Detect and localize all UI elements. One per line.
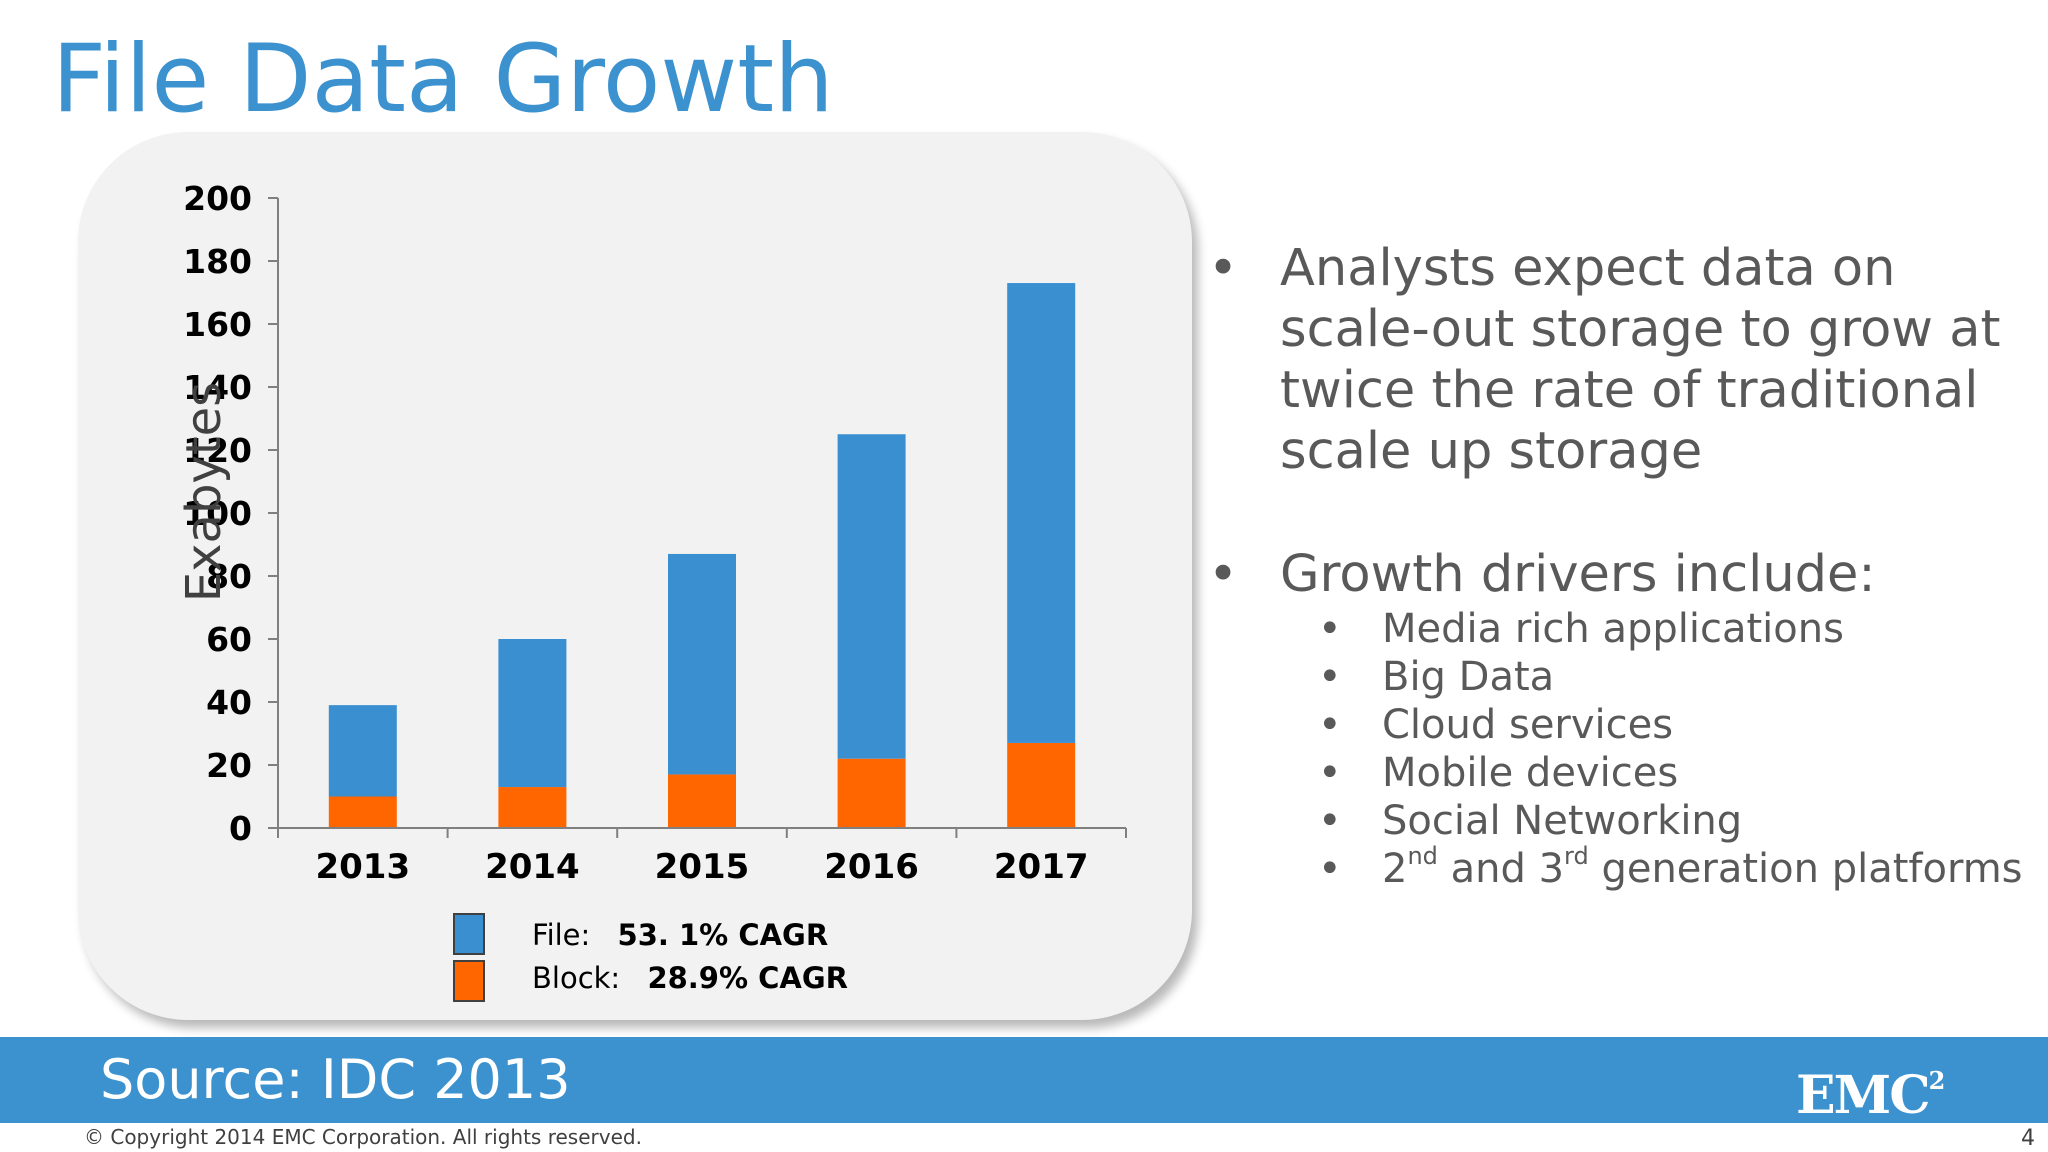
- y-tick-label: 180: [183, 242, 252, 281]
- bullet-dot-icon: •: [1318, 798, 1342, 844]
- bar-file-2016: [837, 434, 906, 759]
- source-text: Source: IDC 2013: [100, 1048, 571, 1111]
- bullet-list: • Analysts expect data on scale-out stor…: [1208, 238, 2038, 893]
- x-axis-ticks: 2013 2014 2015 2016 2017: [277, 828, 1127, 887]
- sub-bullet-item: • Social Networking: [1208, 797, 2038, 845]
- bullet-item: • Growth drivers include:: [1208, 544, 2038, 605]
- bar-block-2015: [668, 774, 736, 828]
- bullet-dot-icon: •: [1318, 606, 1342, 652]
- legend-block-label: Block:: [532, 961, 620, 995]
- x-tick-label: 2015: [655, 847, 750, 887]
- bars: [328, 283, 1076, 828]
- y-tick-label: 140: [183, 368, 252, 407]
- legend-block-text: Block: 28.9% CAGR: [532, 961, 848, 995]
- sub-bullet-text: Media rich applications: [1382, 606, 1844, 652]
- bar-file-2015: [668, 553, 736, 775]
- y-axis-ticks: 0 20 40 60 80 100 120 140 160 180 200: [183, 179, 278, 848]
- y-tick-label: 20: [206, 746, 252, 785]
- bullet-text: Growth drivers include:: [1280, 545, 1876, 604]
- y-tick-label: 80: [206, 557, 252, 596]
- sub-bullet-text: Cloud services: [1382, 702, 1674, 748]
- bar-block-2016: [837, 758, 906, 828]
- sub-bullet-text: Big Data: [1382, 654, 1555, 700]
- sub-bullet-item: • Big Data: [1208, 653, 2038, 701]
- sub-bullet-item: • Cloud services: [1208, 701, 2038, 749]
- bar-block-2013: [328, 796, 397, 828]
- legend-file-swatch: [453, 913, 485, 955]
- bullet-dot-icon: •: [1208, 239, 1239, 298]
- stacked-bar-chart: 0 20 40 60 80 100 120 140 160 180 200 2013 2014 2015…: [176, 179, 1127, 1002]
- y-tick-label: 100: [183, 494, 252, 533]
- bar-file-2013: [328, 705, 397, 797]
- bullet-dot-icon: •: [1318, 702, 1342, 748]
- sub-bullet-item: • Mobile devices: [1208, 749, 2038, 797]
- y-tick-label: 200: [183, 179, 252, 218]
- x-tick-label: 2016: [824, 847, 919, 887]
- sub-bullet-text: Social Networking: [1382, 798, 1743, 844]
- sub-bullet-item: • Media rich applications: [1208, 605, 2038, 653]
- y-tick-label: 0: [229, 809, 252, 848]
- legend-file-label: File:: [532, 918, 590, 952]
- copyright-text: © Copyright 2014 EMC Corporation. All ri…: [84, 1125, 642, 1149]
- x-tick-label: 2017: [994, 847, 1089, 887]
- slide-title: File Data Growth: [52, 25, 834, 134]
- y-tick-label: 120: [183, 431, 252, 470]
- y-axis-label: Exabytes: [176, 382, 232, 602]
- bullet-dot-icon: •: [1208, 545, 1239, 604]
- y-tick-label: 40: [206, 683, 252, 722]
- y-tick-label: 160: [183, 305, 252, 344]
- x-tick-label: 2014: [485, 847, 580, 887]
- sub-bullet-item: • 2nd and 3rd generation platforms: [1208, 842, 2038, 893]
- bullet-text: Analysts expect data on scale-out storag…: [1280, 239, 2001, 481]
- sub-bullet-text: Mobile devices: [1382, 750, 1679, 796]
- legend-file-text: File: 53. 1% CAGR: [532, 918, 828, 952]
- footer-bar: Source: IDC 2013 EMC2: [0, 1037, 2048, 1126]
- emc-logo: EMC2: [1796, 1065, 1946, 1126]
- bar-block-2017: [1007, 742, 1076, 828]
- sub-bullet-text: 2nd and 3rd generation platforms: [1382, 842, 2023, 892]
- bullet-dot-icon: •: [1318, 846, 1342, 892]
- legend-block-value: 28.9% CAGR: [647, 961, 848, 995]
- legend-block-swatch: [453, 960, 485, 1002]
- bar-file-2017: [1007, 283, 1076, 743]
- chart-panel: 0 20 40 60 80 100 120 140 160 180 200 2013 2014 2015…: [78, 132, 1192, 1020]
- bullet-dot-icon: •: [1318, 750, 1342, 796]
- y-tick-label: 60: [206, 620, 252, 659]
- page-number: 4: [2021, 1126, 2035, 1151]
- legend-file-value: 53. 1% CAGR: [618, 918, 829, 952]
- bar-block-2014: [498, 787, 567, 828]
- bullet-dot-icon: •: [1318, 654, 1342, 700]
- bar-file-2014: [498, 639, 567, 788]
- legend: File: 53. 1% CAGR Block: 28.9% CAGR: [453, 913, 848, 1002]
- x-tick-label: 2013: [315, 847, 410, 887]
- bullet-item: • Analysts expect data on scale-out stor…: [1208, 238, 2038, 482]
